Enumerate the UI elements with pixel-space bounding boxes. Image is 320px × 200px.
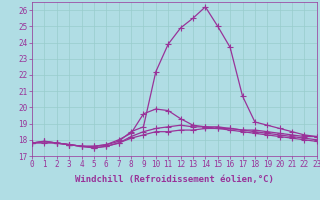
X-axis label: Windchill (Refroidissement éolien,°C): Windchill (Refroidissement éolien,°C) [75, 175, 274, 184]
